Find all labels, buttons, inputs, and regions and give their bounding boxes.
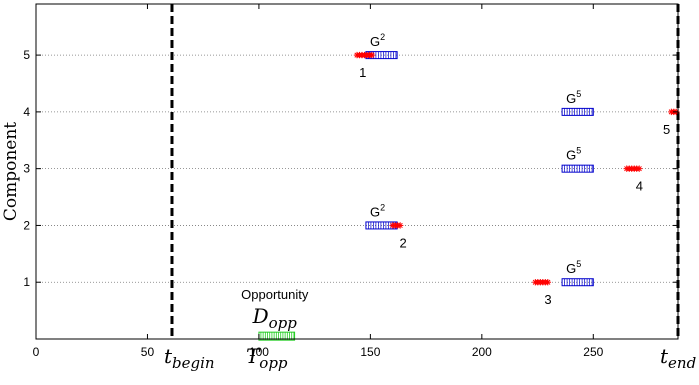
time-marker-label: tbegin — [164, 344, 215, 372]
x-tick-label: 150 — [360, 345, 380, 359]
group-label: G2 — [370, 32, 385, 49]
opportunity-duration-subscript: opp — [269, 314, 298, 332]
y-tick-label: 1 — [23, 275, 30, 289]
group-label-letter: G — [566, 91, 576, 106]
y-tick-label: 4 — [23, 105, 30, 119]
group-label-superscript: 2 — [380, 32, 385, 42]
time-marker-subscript: end — [668, 354, 696, 372]
failure-label: 4 — [636, 179, 643, 194]
group-bar — [561, 164, 594, 173]
group-label-superscript: 5 — [576, 146, 581, 156]
gridlines — [36, 54, 678, 283]
x-tick-label: 50 — [141, 345, 155, 359]
group-label-superscript: 5 — [576, 89, 581, 99]
failure-star — [545, 279, 551, 285]
time-marker-label: tend — [660, 344, 696, 372]
group-bar — [561, 278, 594, 287]
opportunity-duration-label: Dopp — [252, 304, 298, 332]
opportunity-duration-symbol: D — [252, 304, 269, 328]
group-label: G5 — [566, 259, 581, 276]
failure-label: 5 — [663, 122, 670, 137]
time-marker-subscript: begin — [172, 354, 215, 372]
x-tick-label: 250 — [583, 345, 603, 359]
group-label: G2 — [370, 202, 385, 219]
y-axis-label: Component — [1, 122, 21, 221]
group-label-letter: G — [370, 204, 380, 219]
y-tick-label: 5 — [23, 48, 30, 62]
time-marker-symbol: t — [660, 344, 669, 368]
group-label: G5 — [566, 146, 581, 163]
group-label-superscript: 2 — [380, 202, 385, 212]
time-marker-symbol: t — [164, 344, 173, 368]
failure-label: 3 — [544, 292, 551, 307]
x-tick-label: 0 — [33, 345, 40, 359]
failure-star — [397, 222, 403, 229]
group-label-letter: G — [566, 261, 576, 276]
x-tick-label: 100 — [249, 345, 269, 359]
opportunity-time-label: Topp — [246, 344, 288, 372]
opportunity-time-subscript: opp — [259, 354, 288, 372]
x-tick-label: 200 — [472, 345, 492, 359]
group-label: G5 — [566, 89, 581, 106]
opportunity-time-symbol: T — [246, 344, 261, 368]
opportunity-title: Opportunity — [241, 287, 309, 302]
failure-marks: 1 2 3 4 5 — [353, 51, 680, 307]
axis-ticks: 0 50 100 150 200 250 1 2 3 4 5 — [23, 4, 678, 359]
group-label-letter: G — [370, 34, 380, 49]
y-tick-label: 3 — [23, 162, 30, 176]
failure-star — [636, 166, 642, 172]
y-tick-label: 2 — [23, 218, 30, 232]
failure-star — [369, 52, 375, 58]
group-label-letter: G — [566, 148, 576, 163]
plot-frame — [35, 3, 679, 340]
time-markers: tbegin tend — [164, 4, 696, 372]
group-bar — [561, 107, 594, 116]
failure-label: 2 — [400, 235, 407, 250]
group-label-superscript: 5 — [576, 259, 581, 269]
failure-label: 1 — [359, 65, 366, 80]
